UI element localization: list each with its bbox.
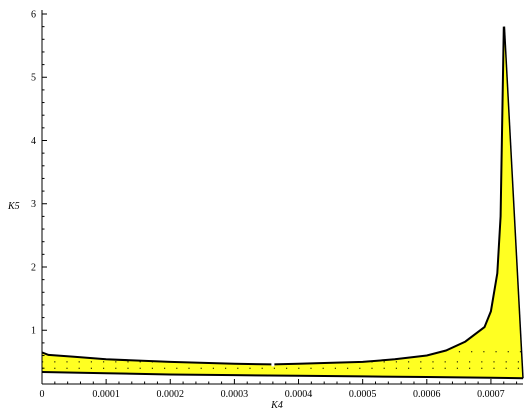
y-axis-ticks: 1 2 3 4 5 6 bbox=[31, 10, 47, 369]
x-tick-label: 0.0003 bbox=[221, 389, 249, 400]
curve-gap bbox=[271, 362, 275, 367]
boundary-lines-layer bbox=[41, 26, 524, 380]
y-tick-label: 1 bbox=[31, 326, 36, 337]
y-axis-title: K5 bbox=[7, 201, 20, 212]
x-tick-label: 0.0004 bbox=[285, 389, 313, 400]
y-tick-label: 4 bbox=[31, 136, 36, 147]
x-tick-label: 0.0002 bbox=[157, 389, 185, 400]
y-tick-label: 2 bbox=[31, 262, 36, 273]
x-tick-label: 0.0007 bbox=[477, 389, 505, 400]
y-tick-label: 5 bbox=[31, 73, 36, 84]
y-tick-label: 6 bbox=[31, 10, 36, 21]
upper-boundary-curve bbox=[41, 26, 505, 366]
axes bbox=[41, 10, 523, 385]
right-boundary-curve bbox=[503, 26, 524, 379]
feasible-region bbox=[42, 26, 523, 379]
x-tick-label: 0.0006 bbox=[413, 389, 441, 400]
x-axis-ticks: 0 0.0001 0.0002 0.0003 0.0004 0.0005 0.0006 0.0… bbox=[40, 379, 518, 400]
x-tick-label: 0 bbox=[40, 389, 45, 400]
x-axis-title: K4 bbox=[270, 400, 283, 409]
region-fill-layer bbox=[42, 26, 523, 379]
x-tick-label: 0.0001 bbox=[92, 389, 120, 400]
lower-boundary-curve bbox=[41, 371, 524, 380]
y-tick-label: 3 bbox=[31, 199, 36, 210]
x-tick-label: 0.0005 bbox=[349, 389, 377, 400]
